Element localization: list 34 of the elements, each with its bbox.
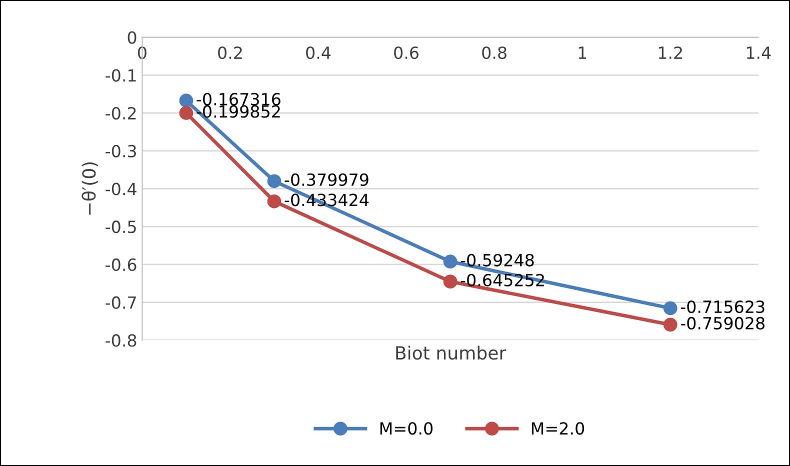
x-tick-label: 0.6 [394,46,418,60]
x-tick-label: 1.4 [746,46,771,59]
data-label: -0.167316 [196,92,280,106]
y-tick-label: -0.3 [106,144,136,158]
legend-label: M=0.0 [380,422,433,435]
data-label: -0.715623 [680,300,764,314]
y-tick-label: -0.2 [106,106,136,120]
point [267,194,282,208]
data-label: -0.379979 [284,173,368,186]
data-label: -0.759028 [680,316,764,330]
point [267,174,282,188]
point [179,94,194,108]
point [179,106,194,120]
y-tick-label: -0.7 [106,296,136,309]
y-tick-label: -0.4 [106,182,136,196]
point [663,301,678,316]
x-tick-label: 1 [578,46,586,59]
y-axis-title: −θ′(0) [82,162,98,215]
x-tick-label: 0.4 [306,46,331,60]
x-tick-label: 0 [138,46,146,60]
point [443,254,458,269]
data-label: -0.59248 [460,254,534,266]
y-tick-label: -0.1 [106,69,136,82]
x-tick-label: 0.2 [218,46,242,60]
x-tick-label: 1.2 [658,46,682,59]
y-tick-label: -0.5 [106,220,136,234]
y-tick-label: -0.6 [106,258,136,272]
x-tick-label: 0.8 [482,46,506,60]
point [663,318,678,332]
point [443,274,458,289]
y-tick-label: -0.8 [106,334,136,347]
x-axis-title: Biot number [396,346,506,360]
y-tick-label: 0 [128,31,136,44]
legend-label: M=2.0 [532,422,584,435]
